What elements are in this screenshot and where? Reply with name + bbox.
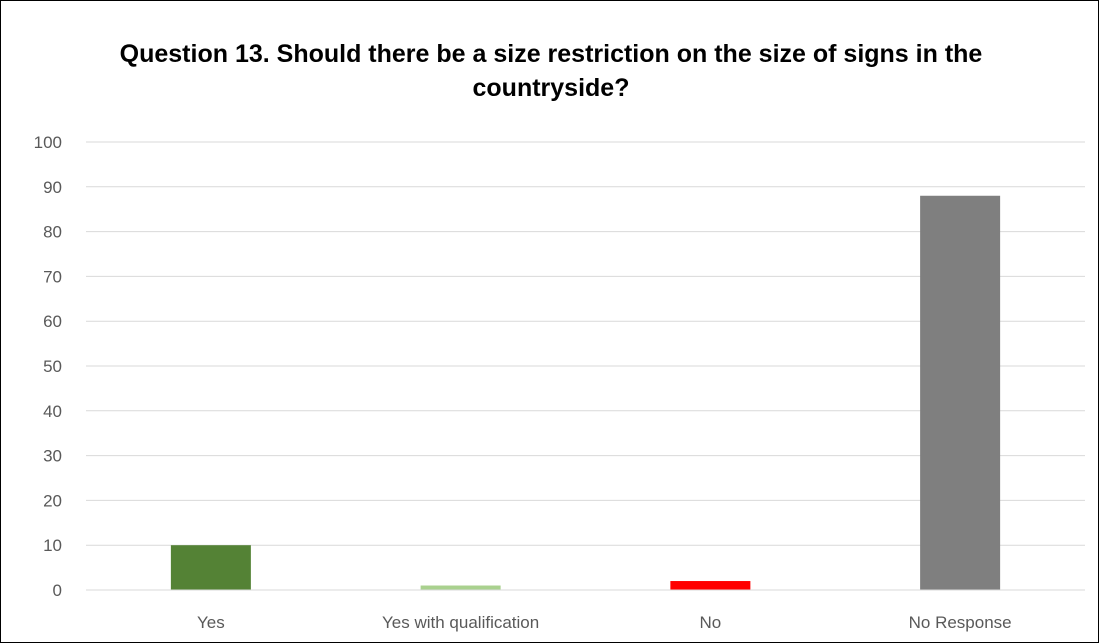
bar-no — [670, 581, 751, 590]
y-tick-label: 70 — [43, 267, 62, 286]
x-category-label: No — [700, 613, 722, 632]
bar-yes — [170, 545, 251, 590]
y-tick-label: 90 — [43, 178, 62, 197]
y-tick-label: 40 — [43, 402, 62, 421]
y-tick-label: 50 — [43, 357, 62, 376]
bars — [170, 195, 1001, 590]
x-axis: Yes Yes with qualification No No Response — [86, 589, 1085, 632]
y-axis: 0 10 20 30 40 50 60 70 80 90 100 — [34, 133, 62, 600]
y-tick-label: 30 — [43, 447, 62, 466]
x-category-label: Yes — [197, 613, 225, 632]
bar-no-response — [920, 195, 1001, 590]
y-tick-label: 60 — [43, 312, 62, 331]
y-tick-label: 10 — [43, 536, 62, 555]
x-category-label: No Response — [909, 613, 1012, 632]
bar-yes-with-qualification — [420, 585, 501, 590]
y-tick-label: 100 — [34, 133, 62, 152]
x-category-label: Yes with qualification — [382, 613, 539, 632]
y-tick-label: 0 — [53, 581, 62, 600]
chart-title: Question 13. Should there be a size rest… — [119, 40, 983, 102]
y-tick-label: 80 — [43, 223, 62, 242]
y-tick-label: 20 — [43, 491, 62, 510]
